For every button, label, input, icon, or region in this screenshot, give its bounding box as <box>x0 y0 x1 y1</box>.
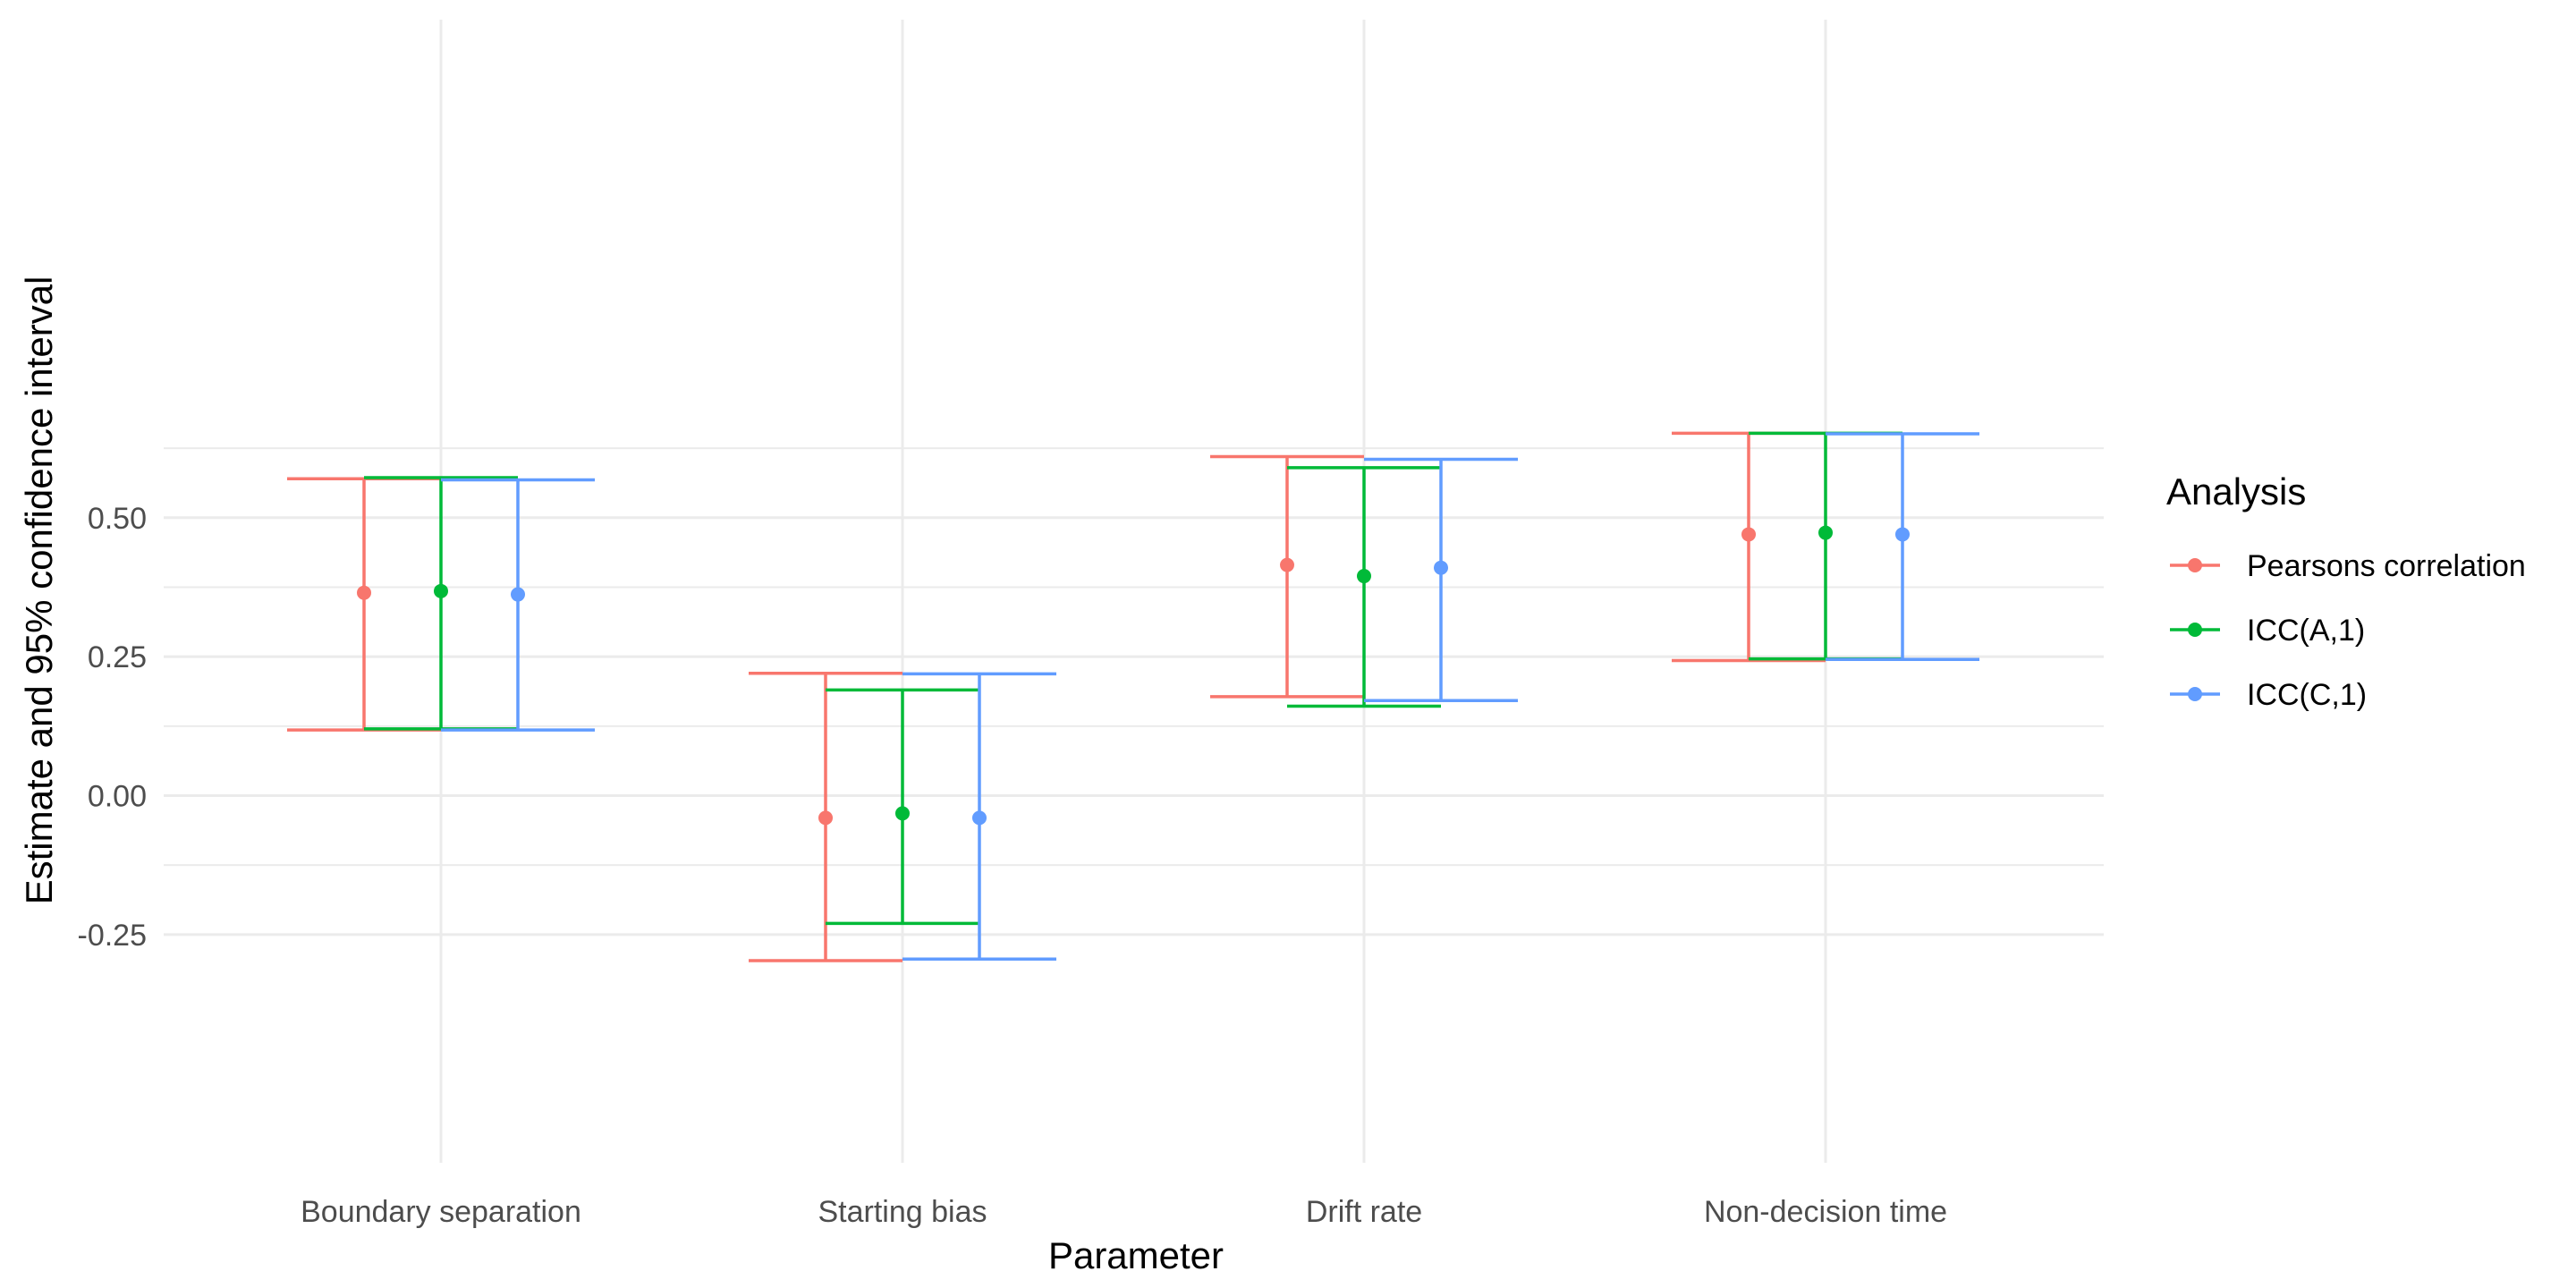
legend: Analysis Pearsons correlation ICC(A,1) ICC… <box>2166 470 2526 712</box>
x-tick-label: Drift rate <box>1306 1195 1422 1229</box>
estimate-point <box>895 806 910 821</box>
legend-key-point <box>2188 623 2202 637</box>
legend-label: Pearsons correlation <box>2247 549 2526 583</box>
legend-item-3: ICC(C,1) <box>2170 678 2367 712</box>
y-tick-labels: -0.25 0.00 0.25 0.50 <box>78 502 148 953</box>
legend-key-point <box>2188 687 2202 701</box>
estimate-point <box>818 810 833 826</box>
legend-item-1: Pearsons correlation <box>2170 549 2526 583</box>
legend-label: ICC(A,1) <box>2247 614 2365 648</box>
legend-title: Analysis <box>2166 470 2306 513</box>
legend-items: Pearsons correlation ICC(A,1) ICC(C,1) <box>2170 549 2526 712</box>
estimate-point <box>434 583 448 598</box>
estimate-point <box>1741 527 1756 542</box>
series-3 <box>441 432 1979 961</box>
x-tick-label: Starting bias <box>818 1195 987 1229</box>
series-2 <box>364 431 1902 926</box>
estimate-point <box>1818 525 1833 540</box>
estimate-point <box>1357 569 1371 584</box>
y-tick-label: 0.00 <box>88 780 147 814</box>
series-layer <box>287 431 1979 962</box>
x-tick-label: Non-decision time <box>1704 1195 1947 1229</box>
legend-item-2: ICC(A,1) <box>2170 614 2365 648</box>
y-tick-label: 0.50 <box>88 502 147 536</box>
legend-label: ICC(C,1) <box>2247 678 2367 712</box>
estimate-point <box>1280 557 1294 572</box>
grid <box>164 20 2104 1163</box>
y-tick-label: -0.25 <box>78 919 148 953</box>
x-tick-label: Boundary separation <box>301 1195 581 1229</box>
estimate-point <box>972 810 987 826</box>
estimate-point <box>357 585 371 600</box>
y-tick-label: 0.25 <box>88 640 147 674</box>
estimate-point <box>511 587 525 602</box>
estimate-point <box>1434 560 1448 575</box>
x-axis-title: Parameter <box>1048 1234 1224 1276</box>
y-axis-title: Estimate and 95% confidence interval <box>18 276 60 905</box>
legend-key-point <box>2188 558 2202 572</box>
estimate-point <box>1895 527 1910 542</box>
x-tick-labels: Boundary separation Starting bias Drift ra… <box>301 1195 1947 1229</box>
